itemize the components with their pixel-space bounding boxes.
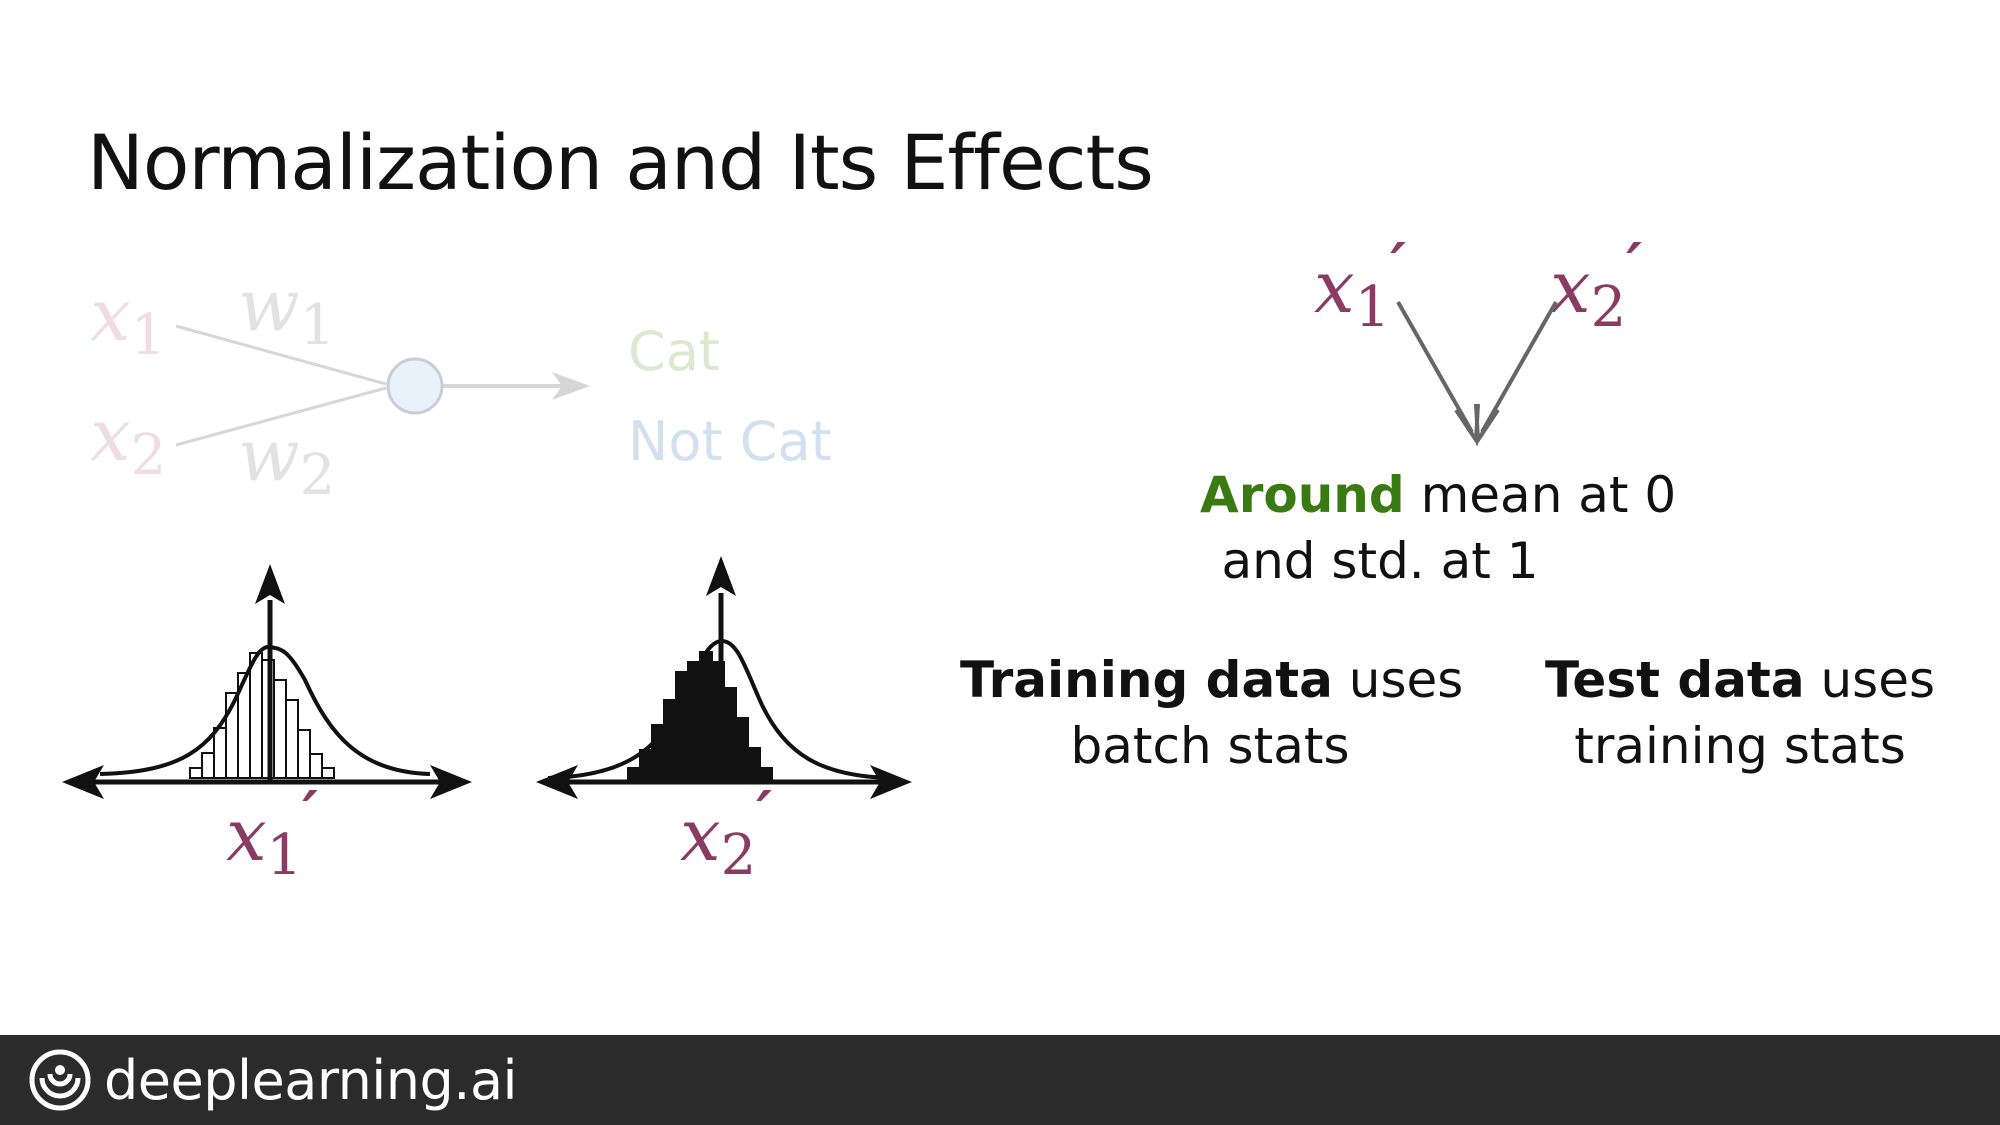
y-axis-arrow-x1 (255, 564, 285, 604)
x-axis-left-arrow-x1 (62, 765, 104, 799)
neuron-node (386, 357, 444, 415)
x-axis-right-arrow-x1 (430, 765, 472, 799)
x2-edge (175, 386, 387, 447)
brand-name: deeplearning.ai (104, 1049, 518, 1112)
output-arrowhead (552, 372, 590, 400)
histogram-bar-x1-10 (309, 753, 323, 779)
w2-label: w2 (238, 413, 335, 508)
x1-prime-label-top: x1′ (1314, 231, 1406, 340)
x-axis-left-arrow-x2 (536, 765, 578, 799)
merge-arrow-right (1480, 301, 1558, 433)
x2-prime-label-bottom: x2′ (680, 779, 772, 888)
w1-label: w1 (238, 263, 335, 358)
training-rest: uses (1332, 651, 1464, 709)
output-cat-label: Cat (628, 320, 720, 383)
training-data-text: Training data uses batch stats (960, 647, 1464, 779)
x-axis-right-arrow-x2 (870, 765, 912, 799)
slide-title: Normalization and Its Effects (87, 118, 1154, 207)
x1-label: x1 (90, 273, 166, 368)
test-line-2: training stats (1574, 717, 1906, 775)
training-line-1: Training data uses (960, 647, 1464, 713)
deeplearning-logo-icon (29, 1049, 91, 1111)
around-word: Around (1200, 466, 1405, 524)
output-not-cat-label: Not Cat (628, 410, 832, 473)
footer-bar: deeplearning.ai (0, 1035, 2000, 1125)
mean-line: Around mean at 0 (1200, 462, 1676, 528)
mean-rest: mean at 0 (1404, 466, 1677, 524)
x1-edge (175, 324, 387, 386)
x2-prime-label-top: x2′ (1550, 231, 1642, 340)
training-bold: Training data (960, 651, 1333, 709)
x2-label: x2 (90, 393, 166, 488)
test-rest: uses (1804, 651, 1936, 709)
histogram-x1 (189, 652, 335, 779)
training-line-2: batch stats (1070, 717, 1350, 775)
merge-arrow-left (1396, 301, 1474, 433)
mean-std-text: Around mean at 0 and std. at 1 (1200, 462, 1676, 594)
test-data-text: Test data uses training stats (1510, 647, 1970, 779)
std-line: and std. at 1 (1221, 532, 1539, 590)
test-line-1: Test data uses (1510, 647, 1970, 713)
merge-arrowhead-right (1474, 403, 1500, 447)
histogram-bar-x1-11 (321, 767, 335, 779)
x1-prime-label-bottom: x1′ (226, 779, 318, 888)
y-axis-arrow-x2 (706, 556, 736, 596)
neuron-connections (175, 324, 590, 447)
test-bold: Test data (1544, 651, 1805, 709)
